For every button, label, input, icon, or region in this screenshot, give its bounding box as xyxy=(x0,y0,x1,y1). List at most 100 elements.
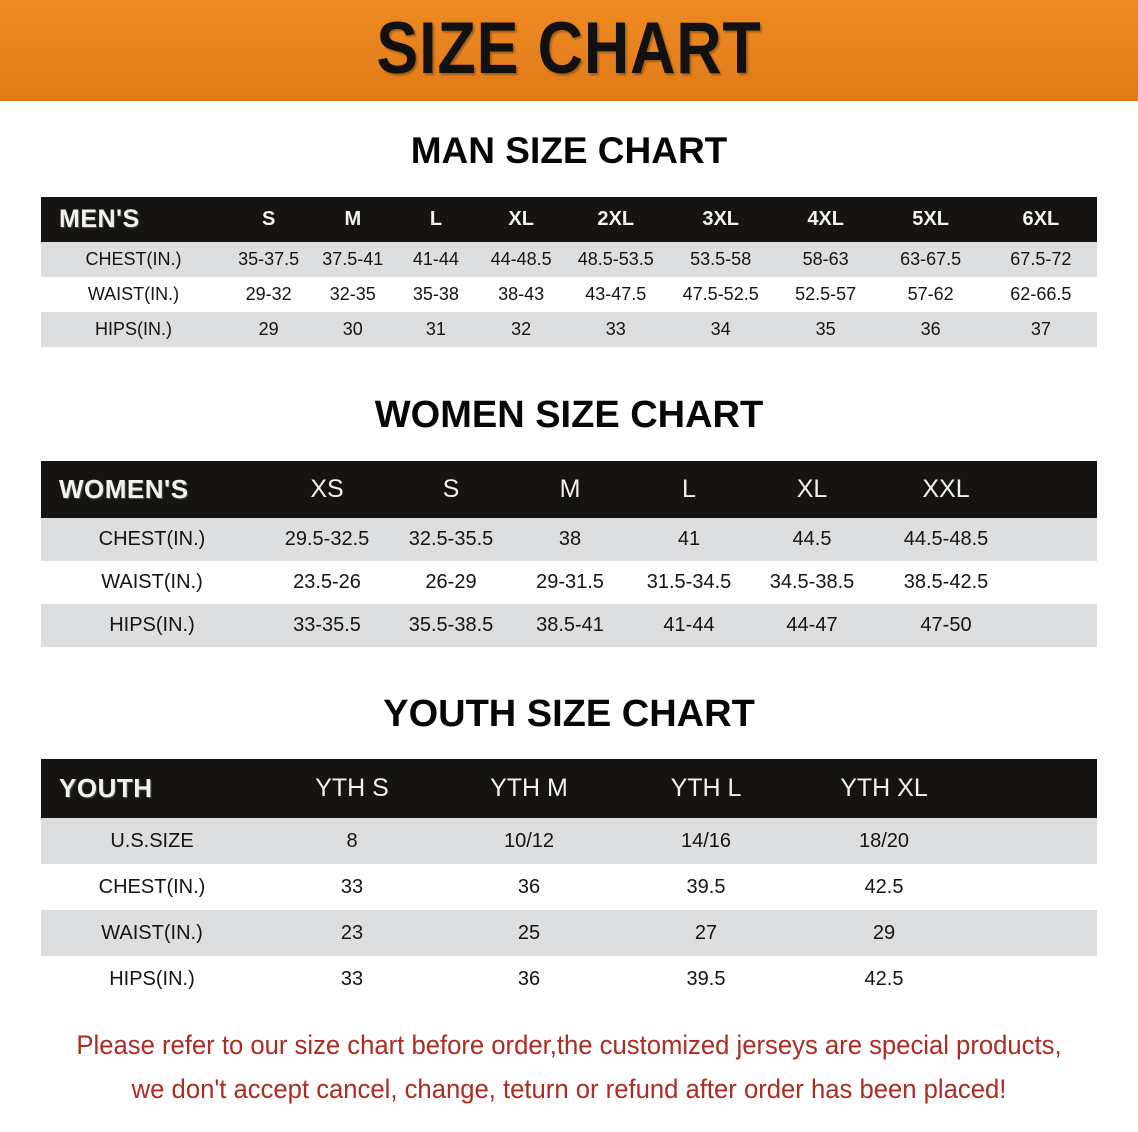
youth-size-header-s: YTH S xyxy=(263,759,441,818)
page-title: SIZE CHART xyxy=(376,8,762,89)
women-chest-xxl: 44.5-48.5 xyxy=(903,528,989,550)
youth-waist-m: 25 xyxy=(517,921,541,944)
youth-chest-s: 33 xyxy=(340,875,364,898)
youth-hips-xl: 42.5 xyxy=(864,967,904,990)
man-hips-5xl: 36 xyxy=(920,319,941,339)
women-table-row-chest: CHEST(IN.) 29.5-32.5 32.5-35.5 38 41 44.… xyxy=(41,518,1097,561)
youth-table-row-us-size: U.S.SIZE 8 10/12 14/16 18/20 xyxy=(41,818,1097,864)
women-chest-m: 38 xyxy=(558,528,582,550)
women-corner-label: WOMEN'S xyxy=(41,461,263,518)
women-hips-m: 38.5-41 xyxy=(536,614,604,636)
man-size-header-xl: XL xyxy=(477,197,565,242)
man-waist-4xl: 52.5-57 xyxy=(795,284,857,304)
women-size-header-l: L xyxy=(629,461,749,518)
women-hips-xl: 44-47 xyxy=(786,614,838,636)
women-waist-xxl: 38.5-42.5 xyxy=(903,571,989,593)
women-chest-xs: 29.5-32.5 xyxy=(284,528,370,550)
women-waist-l: 31.5-34.5 xyxy=(646,571,732,593)
man-size-header-5xl: 5XL xyxy=(876,197,985,242)
women-size-header-m: M xyxy=(511,461,629,518)
women-chest-xl: 44.5 xyxy=(792,528,832,550)
youth-size-header-l: YTH L xyxy=(617,759,795,818)
women-size-header-s: S xyxy=(391,461,511,518)
women-size-header-xxl: XXL xyxy=(875,461,1017,518)
man-hips-s: 29 xyxy=(258,319,279,339)
youth-table-row-waist: WAIST(IN.) 23 25 27 29 xyxy=(41,910,1097,956)
disclaimer-line-1: Please refer to our size chart before or… xyxy=(76,1030,1062,1060)
women-section-heading: WOMEN SIZE CHART xyxy=(374,394,764,436)
youth-waist-s: 23 xyxy=(340,921,364,944)
man-hips-6xl: 37 xyxy=(1030,319,1051,339)
youth-table-row-chest: CHEST(IN.) 33 36 39.5 42.5 xyxy=(41,864,1097,910)
youth-waist-spacer xyxy=(973,910,1097,956)
women-row-label-chest: CHEST(IN.) xyxy=(98,528,206,550)
youth-table-header-row: YOUTH YTH S YTH M YTH L YTH XL xyxy=(41,759,1097,818)
youth-us-size-l: 14/16 xyxy=(680,829,732,852)
youth-hips-l: 39.5 xyxy=(686,967,726,990)
women-row-label-hips: HIPS(IN.) xyxy=(109,614,195,636)
man-chest-3xl: 53.5-58 xyxy=(690,249,752,269)
youth-us-size-s: 8 xyxy=(346,829,358,852)
man-chest-2xl: 48.5-53.5 xyxy=(577,249,654,269)
man-section-heading: MAN SIZE CHART xyxy=(410,130,728,171)
youth-chest-l: 39.5 xyxy=(686,875,726,898)
women-table-row-hips: HIPS(IN.) 33-35.5 35.5-38.5 38.5-41 41-4… xyxy=(41,604,1097,647)
women-header-spacer xyxy=(1017,461,1097,518)
man-chest-m: 37.5-41 xyxy=(322,249,384,269)
women-chest-s: 32.5-35.5 xyxy=(408,528,494,550)
man-waist-l: 35-38 xyxy=(412,284,459,304)
women-chest-spacer xyxy=(1017,518,1097,561)
youth-size-header-m: YTH M xyxy=(441,759,617,818)
page-banner: SIZE CHART xyxy=(0,0,1138,101)
women-size-table: WOMEN'S XS S M L XL XXL CHEST(IN.) 29.5-… xyxy=(41,461,1097,647)
man-table-header-row: MEN'S S M L XL 2XL 3XL 4XL 5XL 6XL xyxy=(41,197,1097,242)
man-corner-label: MEN'S xyxy=(41,197,226,242)
women-hips-spacer xyxy=(1017,604,1097,647)
youth-hips-s: 33 xyxy=(340,967,364,990)
women-waist-m: 29-31.5 xyxy=(536,571,604,593)
man-row-label-hips: HIPS(IN.) xyxy=(94,319,172,339)
man-size-table: MEN'S S M L XL 2XL 3XL 4XL 5XL 6XL CHEST… xyxy=(41,197,1097,347)
man-waist-6xl: 62-66.5 xyxy=(1010,284,1072,304)
disclaimer-line-2: we don't accept cancel, change, teturn o… xyxy=(131,1073,1007,1104)
youth-section-heading: YOUTH SIZE CHART xyxy=(383,693,755,735)
women-table-row-waist: WAIST(IN.) 23.5-26 26-29 29-31.5 31.5-34… xyxy=(41,561,1097,604)
man-table-row-hips: HIPS(IN.) 29 30 31 32 33 34 35 36 37 xyxy=(41,312,1097,347)
man-waist-m: 32-35 xyxy=(329,284,376,304)
youth-us-size-xl: 18/20 xyxy=(858,829,910,852)
man-size-header-2xl: 2XL xyxy=(564,197,667,242)
man-row-label-waist: WAIST(IN.) xyxy=(87,284,180,304)
youth-hips-m: 36 xyxy=(517,967,541,990)
disclaimer-text: Please refer to our size chart before or… xyxy=(47,1024,1092,1111)
man-size-header-s: S xyxy=(226,197,312,242)
youth-size-header-xl: YTH XL xyxy=(795,759,973,818)
man-chest-5xl: 63-67.5 xyxy=(900,249,962,269)
man-waist-2xl: 43-47.5 xyxy=(585,284,647,304)
youth-row-label-us-size: U.S.SIZE xyxy=(110,829,194,852)
women-table-header-row: WOMEN'S XS S M L XL XXL xyxy=(41,461,1097,518)
man-waist-s: 29-32 xyxy=(245,284,292,304)
man-table-row-waist: WAIST(IN.) 29-32 32-35 35-38 38-43 43-47… xyxy=(41,277,1097,312)
youth-corner-label: YOUTH xyxy=(41,759,263,818)
man-chest-s: 35-37.5 xyxy=(238,249,300,269)
women-hips-l: 41-44 xyxy=(663,614,715,636)
youth-hips-spacer xyxy=(973,956,1097,1002)
youth-chest-spacer xyxy=(973,864,1097,910)
women-waist-spacer xyxy=(1017,561,1097,604)
youth-chest-m: 36 xyxy=(517,875,541,898)
youth-us-size-m: 10/12 xyxy=(503,829,555,852)
youth-size-table: YOUTH YTH S YTH M YTH L YTH XL U.S.SIZE … xyxy=(41,759,1097,1002)
man-size-header-3xl: 3XL xyxy=(666,197,775,242)
man-size-header-m: M xyxy=(311,197,395,242)
man-hips-xl: 32 xyxy=(511,319,532,339)
women-waist-s: 26-29 xyxy=(425,571,477,593)
women-hips-s: 35.5-38.5 xyxy=(408,614,494,636)
youth-header-spacer xyxy=(973,759,1097,818)
women-hips-xs: 33-35.5 xyxy=(293,614,361,636)
man-hips-2xl: 33 xyxy=(605,319,626,339)
women-waist-xs: 23.5-26 xyxy=(293,571,361,593)
man-hips-l: 31 xyxy=(425,319,446,339)
women-chest-l: 41 xyxy=(677,528,701,550)
man-waist-xl: 38-43 xyxy=(498,284,545,304)
man-size-header-l: L xyxy=(394,197,478,242)
